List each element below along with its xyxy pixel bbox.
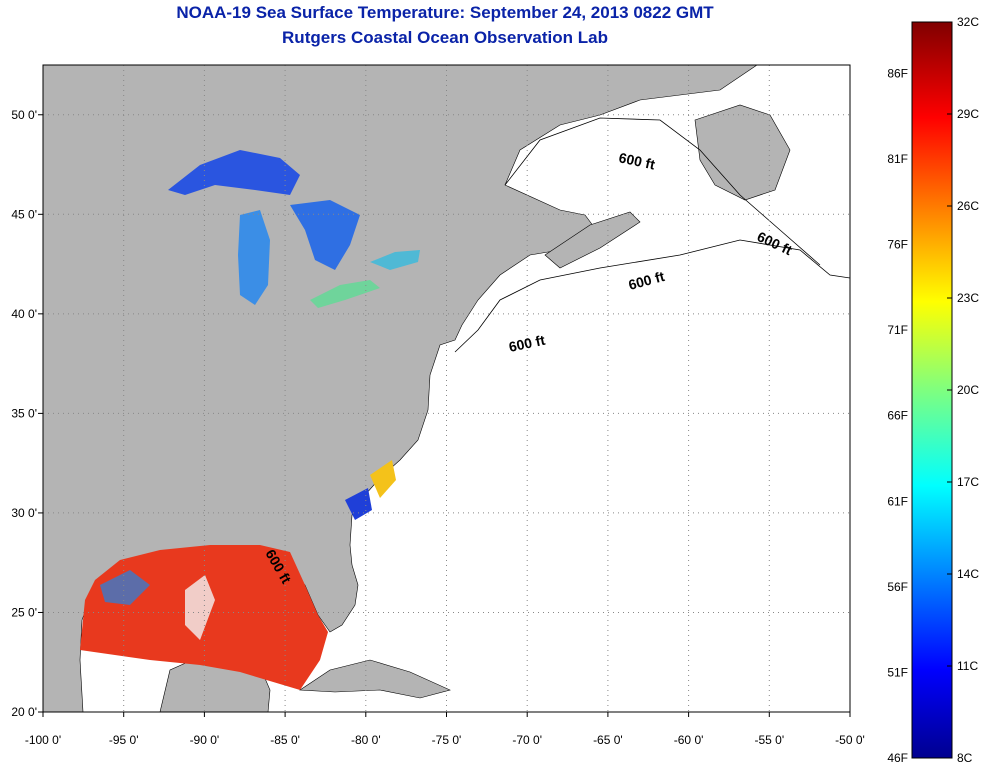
lon-tick-label: -85 0' [270, 733, 300, 747]
colorbar-celsius-label: 8C [957, 751, 973, 765]
colorbar-fahrenheit-label: 81F [887, 152, 908, 166]
colorbar-celsius-label: 11C [957, 659, 978, 673]
lon-tick-label: -55 0' [754, 733, 784, 747]
lake-michigan [238, 210, 270, 305]
lon-tick-label: -50 0' [835, 733, 865, 747]
colorbar-celsius-label: 32C [957, 15, 979, 29]
colorbar-celsius-label: 26C [957, 199, 979, 213]
lat-tick-label: 30 0' [11, 506, 37, 520]
gulf-sst-eddy [100, 570, 150, 605]
colorbar-fahrenheit-label: 66F [887, 409, 908, 423]
coast-sst-patch-blue [345, 488, 372, 520]
land-nova-scotia [544, 211, 641, 269]
lat-tick-label: 45 0' [11, 207, 37, 221]
lat-tick-labels: 20 0' 25 0' 30 0' 35 0' 40 0' 45 0' 50 0' [11, 108, 43, 719]
colorbar-fahrenheit-label: 71F [887, 323, 908, 337]
coast-sst-patch [370, 460, 396, 498]
colorbar-celsius-label: 23C [957, 291, 979, 305]
lon-tick-label: -75 0' [432, 733, 462, 747]
lat-tick-label: 25 0' [11, 605, 37, 619]
lat-tick-label: 20 0' [11, 705, 37, 719]
lake-superior [168, 150, 300, 195]
lon-tick-label: -70 0' [512, 733, 542, 747]
colorbar-fahrenheit-label: 86F [887, 66, 908, 80]
lon-tick-labels: -100 0' -95 0' -90 0' -85 0' -80 0' -75 0' -70… [25, 712, 865, 747]
shelf-contour-line-north [504, 117, 821, 266]
lake-ontario [370, 250, 420, 270]
gulf-sst-cool-patch [185, 575, 215, 640]
lon-tick-label: -80 0' [351, 733, 381, 747]
colorbar-fahrenheit-label: 51F [887, 665, 908, 679]
contour-label: 600 ft [507, 332, 546, 355]
lon-tick-label: -95 0' [109, 733, 139, 747]
lon-tick-label: -60 0' [674, 733, 704, 747]
lat-tick-label: 50 0' [11, 108, 37, 122]
lon-tick-label: -65 0' [593, 733, 623, 747]
lon-tick-label: -100 0' [25, 733, 61, 747]
shelf-contour-line [454, 239, 850, 353]
land-cuba [299, 659, 451, 699]
lake-erie [310, 280, 380, 308]
colorbar-fahrenheit-label: 76F [887, 238, 908, 252]
colorbar-fahrenheit-label: 56F [887, 580, 908, 594]
colorbar-celsius-label: 29C [957, 107, 979, 121]
colorbar-fahrenheit-label: 46F [887, 751, 908, 765]
land-newfoundland [694, 104, 791, 201]
lat-tick-label: 35 0' [11, 406, 37, 420]
colorbar-celsius-label: 20C [957, 383, 979, 397]
colorbar-labels: 32C 29C 26C 23C 20C 17C 14C 11C 8C 86F 81F 76F 71F 66… [887, 15, 979, 765]
colorbar-celsius-label: 17C [957, 475, 979, 489]
colorbar [911, 21, 953, 759]
map-subtitle: Rutgers Coastal Ocean Observation Lab [282, 28, 608, 47]
map-title: NOAA-19 Sea Surface Temperature: Septemb… [176, 3, 714, 22]
colorbar-celsius-label: 14C [957, 567, 979, 581]
lake-huron [290, 200, 360, 270]
lon-tick-label: -90 0' [190, 733, 220, 747]
lat-tick-label: 40 0' [11, 307, 37, 321]
contour-label: 600 ft [617, 149, 656, 172]
colorbar-fahrenheit-label: 61F [887, 494, 908, 508]
